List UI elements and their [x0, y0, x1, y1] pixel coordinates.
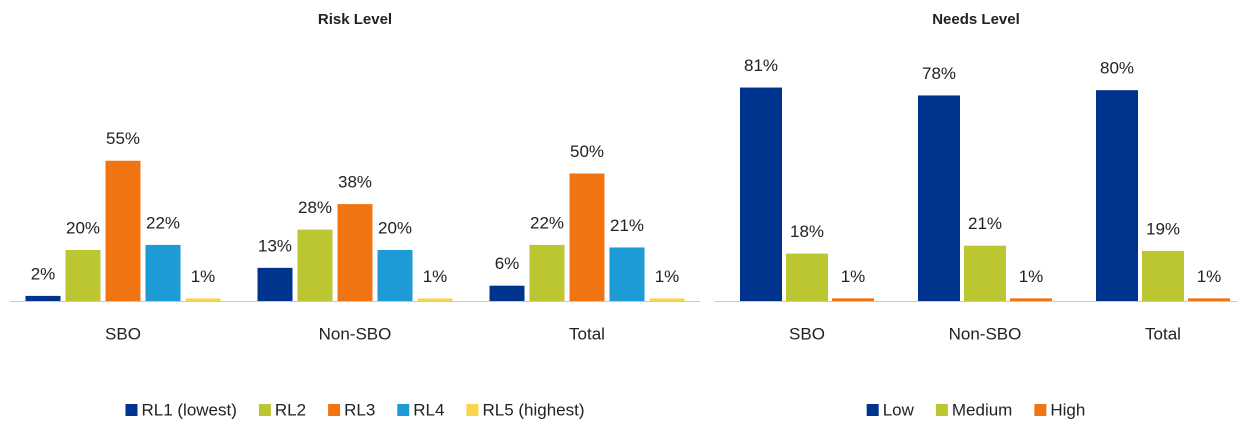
bar	[1142, 250, 1184, 301]
data-label: 1%	[841, 267, 866, 286]
legend-label: Medium	[952, 400, 1012, 419]
bar	[529, 244, 565, 301]
x-tick-label: Non-SBO	[949, 324, 1022, 343]
chart-title: Needs Level	[932, 11, 1020, 28]
legend-swatch	[1034, 404, 1047, 416]
data-label: 19%	[1146, 219, 1180, 238]
data-label: 22%	[146, 213, 180, 232]
legend-swatch	[935, 404, 948, 416]
legend-swatch	[328, 404, 341, 416]
x-tick-label: Non-SBO	[319, 324, 392, 343]
legend-swatch	[258, 404, 271, 416]
bar	[377, 250, 413, 301]
legend-label: Low	[883, 400, 915, 419]
data-label: 28%	[298, 198, 332, 217]
legend-swatch	[397, 404, 410, 416]
x-tick-label: Total	[569, 324, 605, 343]
data-label: 22%	[530, 213, 564, 232]
legend-swatch	[866, 404, 879, 416]
bar	[918, 95, 960, 302]
chart-title: Risk Level	[318, 11, 392, 28]
legend-label: RL5 (highest)	[482, 400, 584, 419]
data-label: 1%	[1019, 267, 1044, 286]
bar	[649, 298, 685, 301]
data-label: 21%	[968, 214, 1002, 233]
x-tick-label: SBO	[105, 324, 141, 343]
data-label: 20%	[66, 218, 100, 237]
bar	[185, 298, 221, 301]
legend-label: RL4	[413, 400, 444, 419]
bar	[25, 295, 61, 301]
legend-swatch	[125, 404, 138, 416]
legend: Low Medium High	[866, 400, 1085, 419]
bar	[740, 87, 782, 302]
data-label: 20%	[378, 218, 412, 237]
legend-label: RL1 (lowest)	[141, 400, 236, 419]
bar	[609, 247, 645, 301]
data-label: 1%	[191, 267, 216, 286]
data-label: 1%	[1197, 267, 1222, 286]
data-label: 18%	[790, 222, 824, 241]
bar	[1010, 298, 1052, 301]
bar	[257, 267, 293, 301]
legend-swatch	[466, 404, 479, 416]
bar	[145, 244, 181, 301]
legend-label: High	[1050, 400, 1085, 419]
bar	[1188, 298, 1230, 301]
legend: RL1 (lowest) RL2 RL3 RL4 RL5 (highest)	[125, 400, 585, 419]
data-label: 81%	[744, 56, 778, 75]
bar	[297, 229, 333, 301]
bar	[1096, 90, 1138, 301]
data-label: 1%	[423, 267, 448, 286]
data-label: 2%	[31, 264, 56, 283]
data-label: 80%	[1100, 59, 1134, 78]
x-tick-label: SBO	[789, 324, 825, 343]
bar	[65, 250, 101, 301]
data-label: 21%	[610, 216, 644, 235]
x-tick-label: Total	[1145, 324, 1181, 343]
data-label: 50%	[570, 142, 604, 161]
legend-label: RL2	[275, 400, 306, 419]
legend-label: RL3	[344, 400, 375, 419]
data-label: 6%	[495, 254, 520, 273]
bar	[786, 253, 828, 301]
data-label: 13%	[258, 236, 292, 255]
bar	[105, 160, 141, 301]
bar	[569, 173, 605, 301]
bar	[489, 285, 525, 301]
bar	[337, 204, 373, 301]
bar	[832, 298, 874, 301]
data-label: 78%	[922, 64, 956, 83]
bar	[417, 298, 453, 301]
data-label: 38%	[338, 173, 372, 192]
bar	[964, 245, 1006, 301]
data-label: 1%	[655, 267, 680, 286]
data-label: 55%	[106, 129, 140, 148]
